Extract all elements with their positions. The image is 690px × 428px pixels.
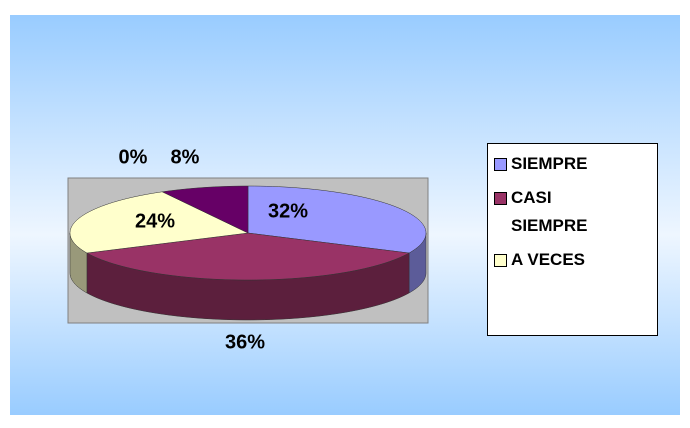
legend-swatch — [494, 254, 507, 267]
data-label: 36% — [225, 331, 265, 353]
legend-item: CASI SIEMPRE — [494, 184, 657, 240]
data-label: 24% — [135, 210, 175, 232]
legend-item: A VECES — [494, 246, 657, 274]
slice — [247, 185, 427, 254]
legend-label: A VECES — [511, 250, 586, 269]
data-label: 0% — [119, 146, 148, 168]
data-label: 8% — [171, 146, 200, 168]
data-label: 32% — [268, 200, 308, 222]
legend-item: SIEMPRE — [494, 150, 657, 178]
legend-label: CASI SIEMPRE — [511, 188, 588, 235]
legend: SIEMPRE CASI SIEMPRE A VECES — [487, 143, 658, 336]
legend-swatch — [494, 192, 507, 205]
slice — [69, 191, 249, 254]
slice — [161, 185, 249, 234]
legend-label: SIEMPRE — [511, 154, 588, 173]
slice — [86, 232, 410, 281]
legend-swatch — [494, 158, 507, 171]
